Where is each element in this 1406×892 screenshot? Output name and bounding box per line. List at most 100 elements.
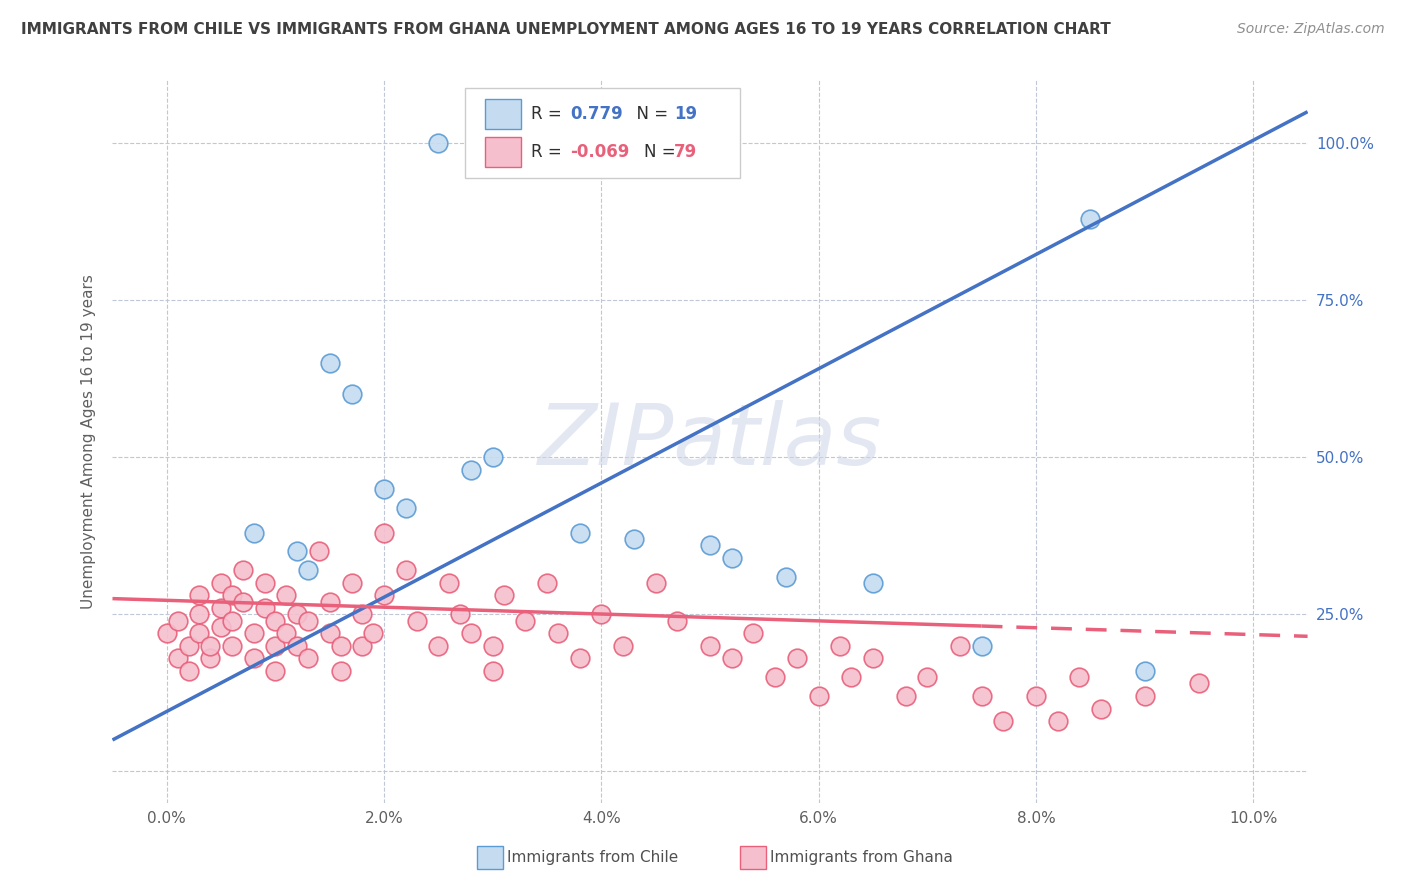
Point (209, 620, 232, 634)
Point (720, 550, 742, 565)
Point (221, 614, 243, 628)
Point (329, 639, 352, 653)
Text: 79: 79 (675, 143, 697, 161)
Point (177, 664, 200, 678)
Text: Source: ZipAtlas.com: Source: ZipAtlas.com (1237, 22, 1385, 37)
Point (460, 463, 482, 477)
Point (917, 670, 939, 684)
Point (515, 614, 537, 628)
Point (373, 482, 395, 496)
Point (1069, 670, 1091, 684)
Point (188, 607, 211, 622)
Point (894, 689, 917, 703)
Point (699, 538, 721, 552)
Point (970, 639, 993, 653)
Point (166, 651, 188, 665)
Point (221, 589, 243, 603)
FancyBboxPatch shape (740, 847, 766, 870)
Text: 19: 19 (675, 105, 697, 123)
Point (329, 664, 352, 678)
Point (699, 639, 721, 653)
Point (297, 563, 319, 577)
Point (319, 595, 342, 609)
Point (188, 589, 211, 603)
Point (285, 607, 308, 622)
Point (361, 626, 384, 640)
Point (862, 651, 884, 665)
Point (666, 614, 689, 628)
Point (395, 500, 418, 515)
Point (1090, 701, 1112, 715)
Text: R =: R = (531, 143, 567, 161)
Point (308, 544, 330, 558)
Point (166, 614, 188, 628)
Point (200, 651, 222, 665)
Point (644, 575, 666, 590)
Point (481, 664, 503, 678)
Point (775, 569, 797, 583)
Text: Immigrants from Ghana: Immigrants from Ghana (770, 850, 953, 865)
Point (439, 575, 461, 590)
Point (340, 387, 363, 401)
Point (1046, 714, 1069, 728)
Point (352, 607, 374, 622)
Point (297, 651, 319, 665)
Point (1025, 689, 1047, 703)
Text: R =: R = (531, 105, 567, 123)
Point (839, 670, 862, 684)
FancyBboxPatch shape (485, 99, 522, 129)
Point (786, 651, 808, 665)
Point (285, 544, 308, 558)
Point (862, 575, 884, 590)
Point (1078, 211, 1101, 226)
Point (612, 639, 634, 653)
Point (460, 626, 482, 640)
FancyBboxPatch shape (465, 87, 740, 178)
Point (830, 639, 852, 653)
Point (276, 626, 298, 640)
Point (1188, 676, 1211, 690)
Point (352, 639, 374, 653)
Point (200, 639, 222, 653)
Text: Immigrants from Chile: Immigrants from Chile (508, 850, 678, 865)
Point (297, 614, 319, 628)
Y-axis label: Unemployment Among Ages 16 to 19 years: Unemployment Among Ages 16 to 19 years (80, 274, 96, 609)
Point (481, 639, 503, 653)
FancyBboxPatch shape (485, 136, 522, 167)
Point (242, 651, 264, 665)
Point (242, 626, 264, 640)
Point (373, 589, 395, 603)
Point (449, 607, 471, 622)
Point (319, 356, 342, 370)
Point (264, 614, 287, 628)
Point (232, 563, 254, 577)
Point (264, 664, 287, 678)
Point (156, 626, 179, 640)
Point (763, 670, 786, 684)
Text: N =: N = (644, 143, 681, 161)
Point (949, 639, 972, 653)
Text: ZIPatlas: ZIPatlas (538, 400, 882, 483)
Point (568, 651, 591, 665)
Point (253, 575, 276, 590)
Text: IMMIGRANTS FROM CHILE VS IMMIGRANTS FROM GHANA UNEMPLOYMENT AMONG AGES 16 TO 19 : IMMIGRANTS FROM CHILE VS IMMIGRANTS FROM… (21, 22, 1111, 37)
Point (221, 639, 243, 653)
Point (242, 525, 264, 540)
Point (253, 601, 276, 615)
Point (395, 563, 418, 577)
Point (427, 136, 450, 150)
Point (492, 589, 515, 603)
Point (405, 614, 427, 628)
Point (536, 575, 558, 590)
Text: N =: N = (627, 105, 673, 123)
Point (177, 639, 200, 653)
FancyBboxPatch shape (477, 847, 503, 870)
Point (340, 575, 363, 590)
Text: 0.779: 0.779 (571, 105, 623, 123)
Point (547, 626, 569, 640)
Point (993, 714, 1015, 728)
Point (276, 589, 298, 603)
Text: -0.069: -0.069 (571, 143, 630, 161)
Point (970, 689, 993, 703)
Point (285, 639, 308, 653)
